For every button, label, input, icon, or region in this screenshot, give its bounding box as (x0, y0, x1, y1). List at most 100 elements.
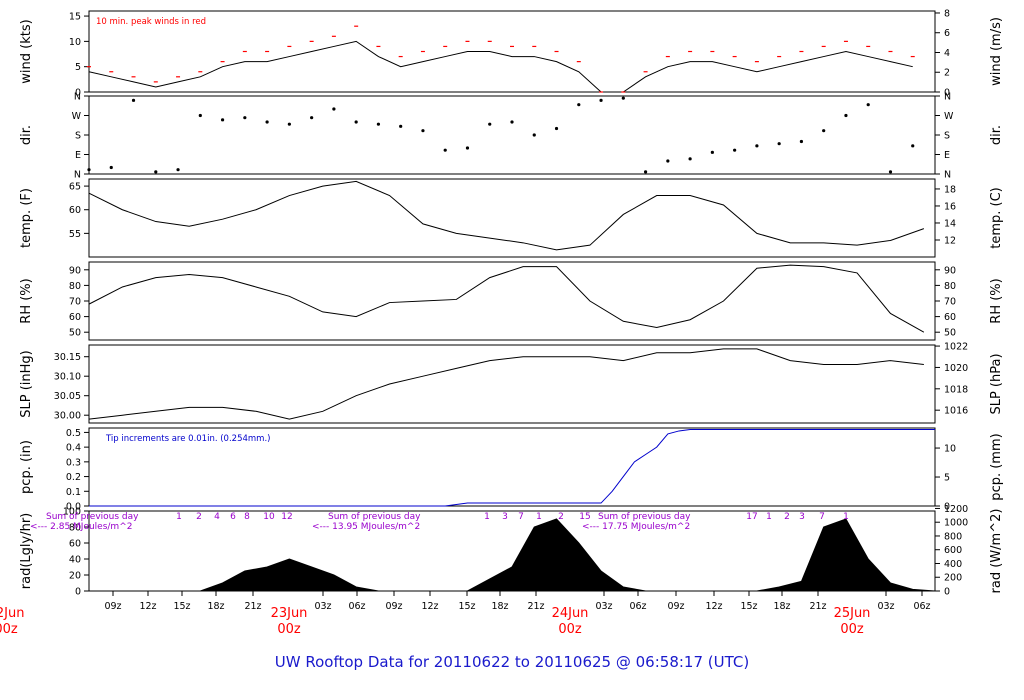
ytick-label: 0.3 (66, 457, 81, 468)
xtick-label: 15z (173, 601, 190, 612)
rad-hour-mark: 1 (766, 512, 772, 522)
panel-slp: SLP (inHg) SLP (hPa) 30.00 30.05 30.10 30.15 1… (19, 342, 1004, 424)
day-sub-label: 00z (558, 622, 582, 637)
xtick-label: 12z (421, 601, 438, 612)
dir-point (443, 148, 447, 152)
dir-point (710, 150, 714, 154)
figure-title: UW Rooftop Data for 20110622 to 20110625… (275, 653, 749, 671)
rad-hour-mark: 8 (244, 512, 250, 522)
ytick-label: 20 (69, 571, 81, 582)
ytick-label-right: 1022 (944, 342, 968, 353)
panel-frame (88, 344, 936, 424)
ytick-label: 60 (69, 312, 81, 323)
ytick-label: S (75, 131, 81, 142)
ytick-label: 60 (69, 539, 81, 550)
ytick-label: 0.0 (66, 502, 81, 513)
dir-point (643, 170, 648, 174)
ylabel-right: pcp. (mm) (989, 433, 1004, 500)
dir-point (399, 124, 403, 128)
ytick-label: 0 (75, 587, 81, 598)
xtick-label: 03z (877, 601, 894, 612)
xtick-label: 12z (139, 601, 156, 612)
dir-point (844, 113, 848, 118)
xtick-label: 09z (104, 601, 121, 612)
dir-point (243, 116, 247, 120)
ytick-label: 0.5 (66, 428, 81, 439)
day-sub-label: 00z (277, 622, 301, 637)
panel-dir: dir. dir.N NE ES SW WN N (19, 92, 1004, 181)
dir-point (354, 120, 358, 124)
ytick-label-right: 60 (944, 312, 956, 323)
dir-point (510, 120, 514, 124)
ytick-label-right: 8 (944, 8, 950, 19)
ytick-label-right: 2 (944, 68, 950, 79)
dir-point (220, 118, 225, 122)
dir-point (911, 144, 915, 148)
ytick-label-right: 1000 (944, 518, 968, 529)
ytick-label-right: 400 (944, 559, 962, 570)
ytick-label: 0.2 (66, 472, 81, 483)
dir-point (198, 113, 202, 118)
dir-point (621, 96, 625, 100)
dir-point (755, 144, 759, 148)
ytick-label-right: 1018 (944, 384, 968, 395)
ytick-label-right: 0 (944, 587, 950, 598)
panel-frame (88, 95, 936, 175)
xtick-label: 21z (527, 601, 544, 612)
ylabel-left: dir. (19, 125, 34, 145)
ytick-label-right: 600 (944, 545, 962, 556)
ytick-label-right: 1020 (944, 363, 968, 374)
day-label: 24Jun (552, 606, 589, 621)
ytick-label: 80 (69, 281, 81, 292)
ytick-label: 30.15 (54, 352, 81, 363)
dir-point (265, 120, 269, 124)
panel-frame (88, 261, 936, 341)
day-label: 22Jun (0, 606, 24, 621)
ytick-label-right: 70 (944, 297, 956, 308)
ytick-label: 90 (69, 265, 81, 276)
xtick-label: 12z (705, 601, 722, 612)
dir-point (310, 116, 314, 120)
ytick-label-right: N (944, 92, 951, 103)
ylabel-left: pcp. (in) (19, 440, 34, 494)
ytick-label: 55 (69, 229, 81, 240)
rad-hour-mark: 3 (799, 512, 805, 522)
panel-frame (88, 10, 936, 93)
ylabel-left: wind (kts) (19, 19, 34, 83)
ytick-label-right: 50 (944, 328, 956, 339)
xtick-label: 21z (809, 601, 826, 612)
ytick-label-right: 5 (944, 473, 950, 484)
rad-note: <--- 13.95 MJoules/m^2 (312, 522, 420, 532)
dir-point (109, 165, 113, 170)
xtick-label: 09z (667, 601, 684, 612)
rad-hour-mark: 1 (536, 512, 542, 522)
ylabel-left: RH (%) (19, 278, 34, 323)
dir-point (554, 126, 559, 131)
ylabel-right: wind (m/s) (989, 17, 1004, 86)
dir-point (87, 168, 91, 172)
rad-note: <--- 17.75 MJoules/m^2 (582, 522, 690, 532)
series-line-temp (88, 180, 925, 251)
ytick-label-right: 6 (944, 28, 950, 39)
rad-hour-mark: 6 (230, 512, 236, 522)
rad-note: Sum of previous day (46, 512, 139, 522)
xtick-label: 03z (314, 601, 331, 612)
dir-point (666, 159, 670, 163)
dir-point (465, 146, 470, 150)
rad-hour-mark: 15 (579, 512, 590, 522)
rad-hour-mark: 1 (843, 512, 849, 522)
dir-point (777, 142, 781, 146)
panel-frame (88, 427, 936, 507)
day-label: 23Jun (271, 606, 308, 621)
ytick-label: E (75, 150, 81, 161)
dir-point (577, 103, 581, 107)
xtick-label: 18z (491, 601, 508, 612)
ytick-label-right: 800 (944, 531, 962, 542)
ytick-label-right: 12 (944, 235, 956, 246)
panel-temp: temp. (F) temp. (C) 55 60 65 12 14 16 18 (19, 178, 1004, 258)
series-line-slp (88, 348, 924, 420)
rad-hour-mark: 1 (176, 512, 182, 522)
dir-point (799, 139, 804, 144)
